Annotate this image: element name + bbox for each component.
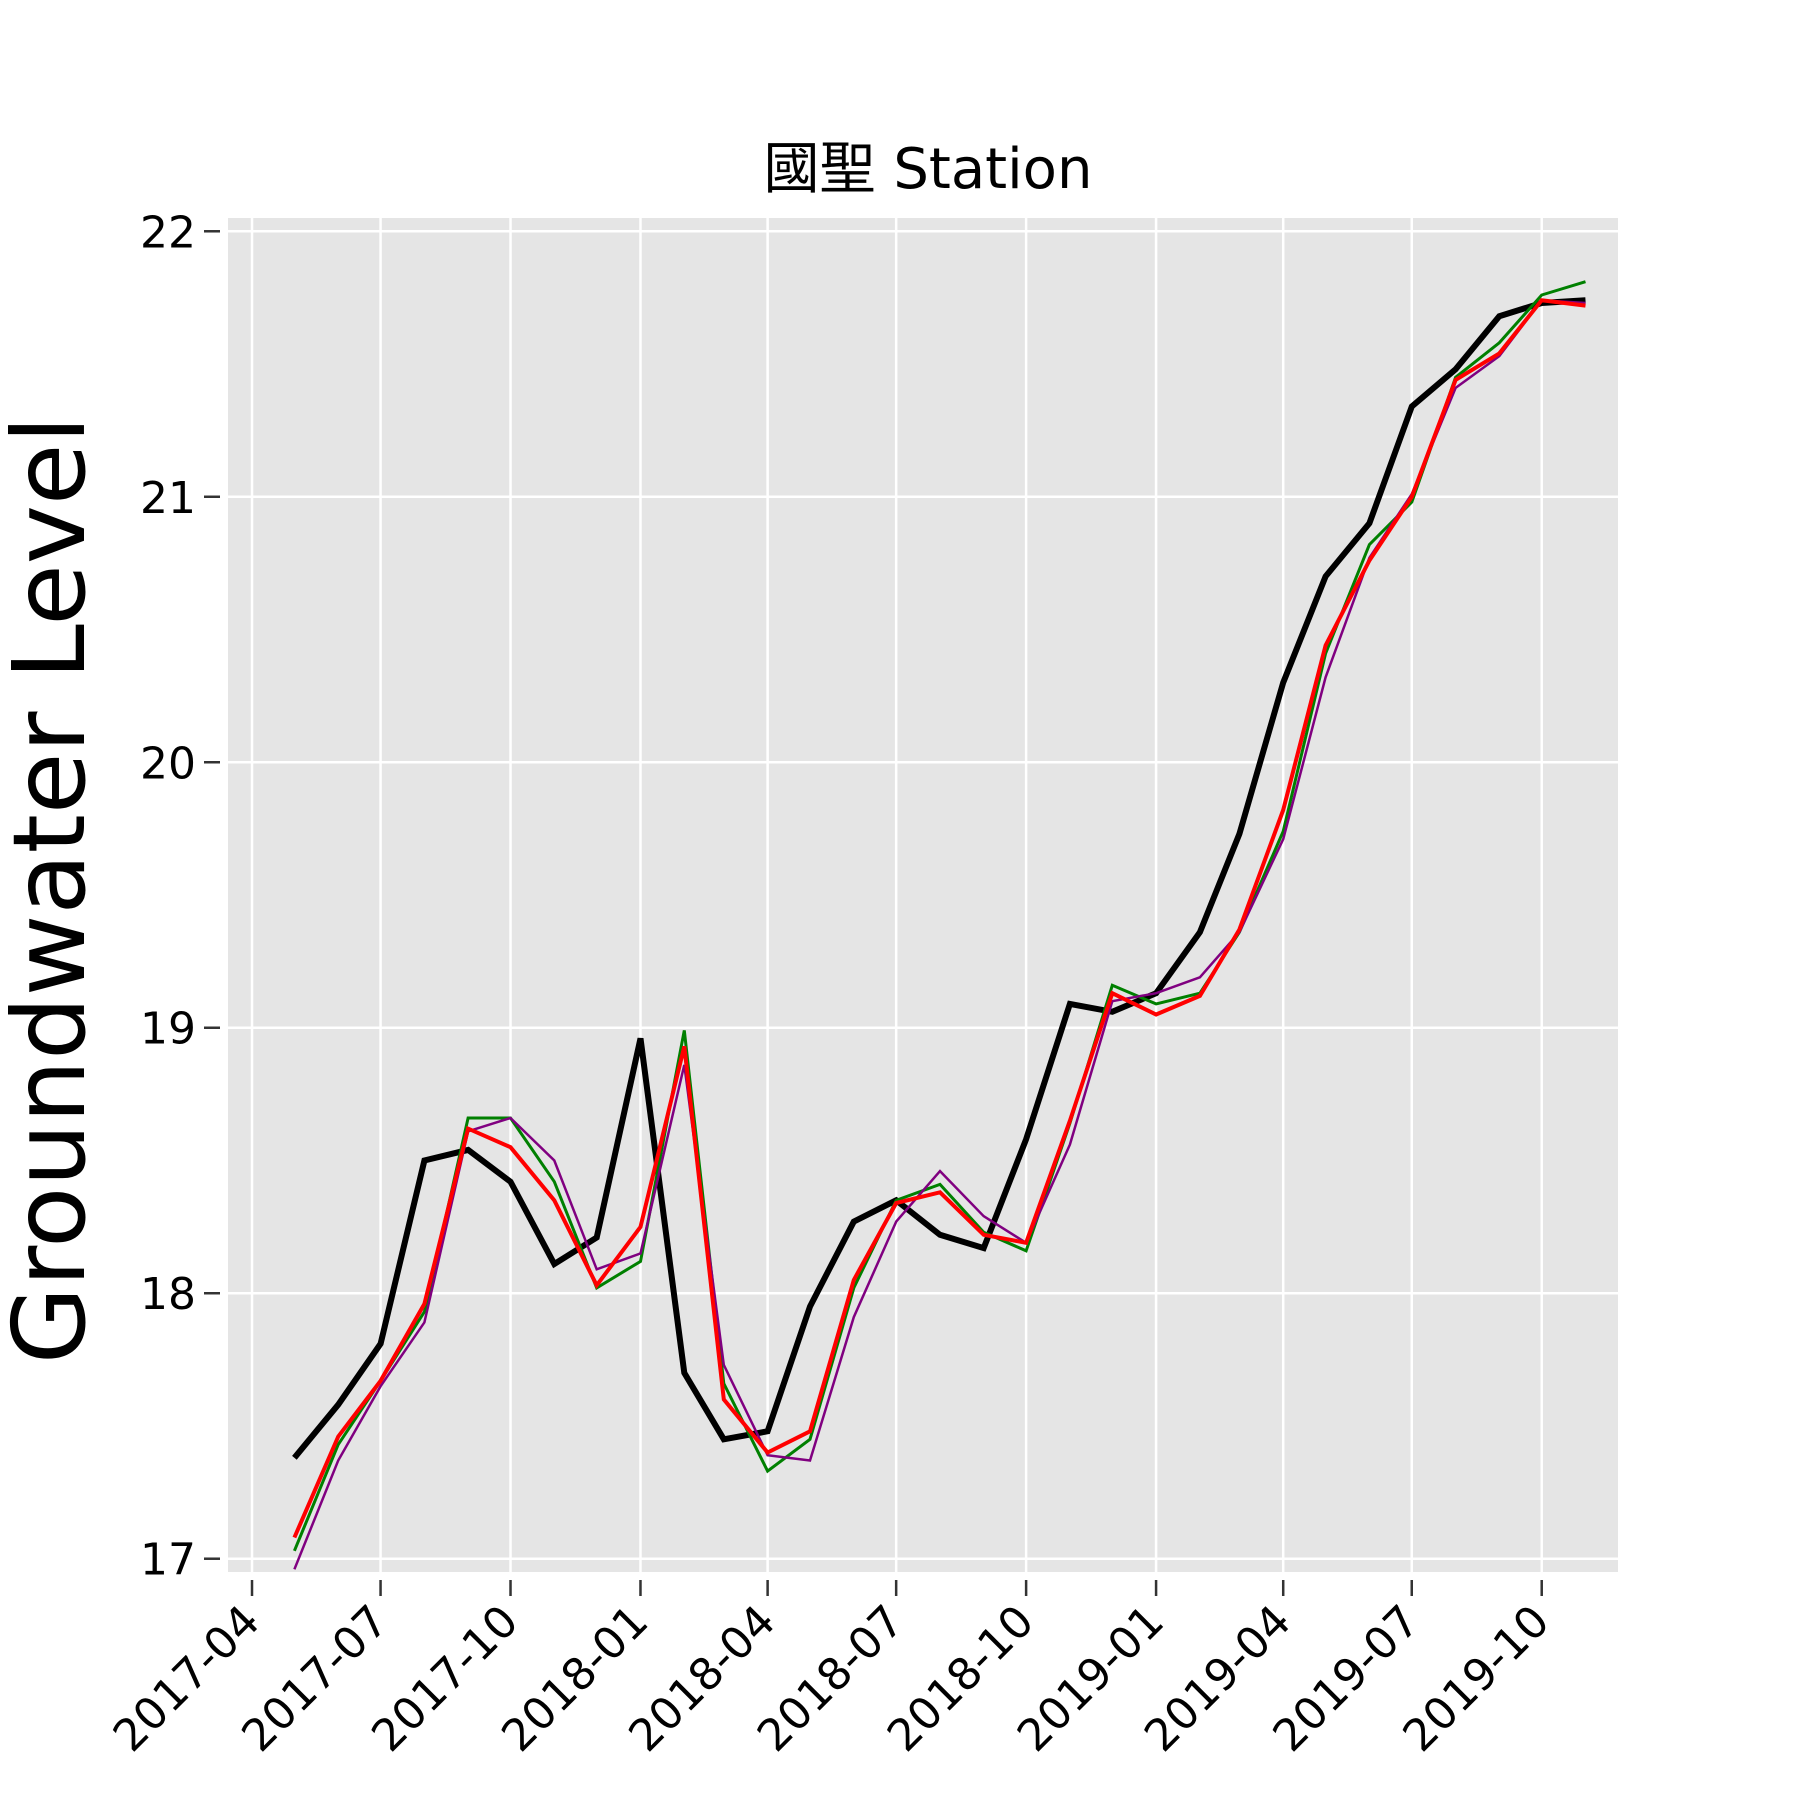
y-tick-label: 18 xyxy=(140,1269,196,1320)
y-tick-label: 17 xyxy=(140,1535,196,1586)
y-axis-label: Groundwater Level xyxy=(0,416,108,1365)
series-line-1 xyxy=(292,297,1586,1460)
series-line-4 xyxy=(292,298,1586,1539)
y-axis: 17 18 19 20 21 22 xyxy=(140,207,220,1586)
chart-title: 國聖 Station xyxy=(764,137,1093,202)
x-axis: 2017-042017-072017-102018-012018-042018-… xyxy=(104,1580,1559,1762)
y-tick-label: 21 xyxy=(140,473,196,524)
y-tick-label: 20 xyxy=(140,738,196,789)
y-tick-label: 19 xyxy=(140,1004,196,1055)
series-layer xyxy=(292,280,1586,1570)
y-tick-label: 22 xyxy=(140,207,196,258)
plot-background xyxy=(228,218,1618,1572)
grid-lines xyxy=(228,218,1618,1572)
